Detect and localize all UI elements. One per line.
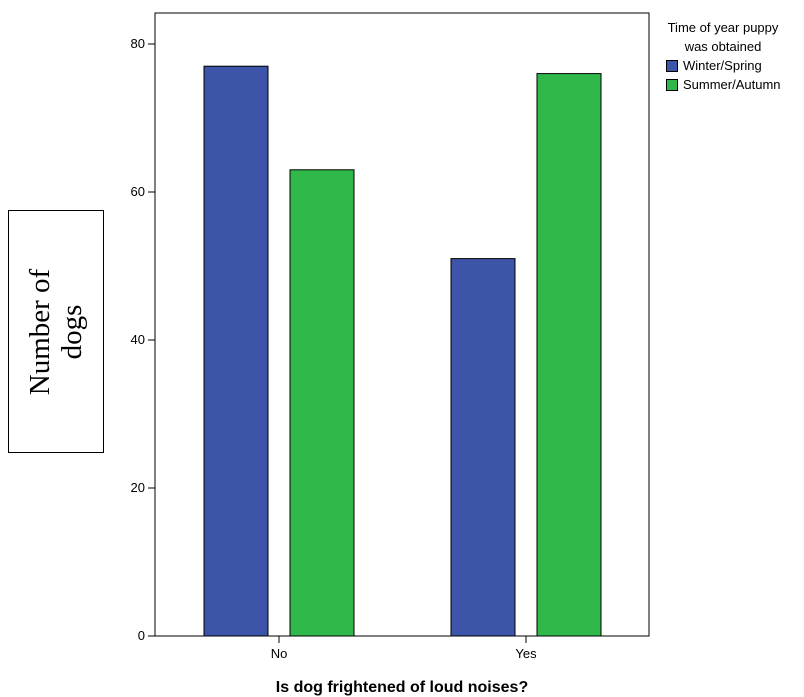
bar-summer-autumn-no <box>289 169 355 637</box>
bar-summer-autumn-yes <box>536 73 602 637</box>
x-tick-label-yes: Yes <box>515 646 537 661</box>
bars-group <box>203 65 602 637</box>
y-tick-label-20: 20 <box>131 480 145 495</box>
y-tick-label-80: 80 <box>131 36 145 51</box>
x-axis: No Yes <box>271 636 537 661</box>
legend-label-winter-spring: Winter/Spring <box>683 58 762 73</box>
bar-winter-spring-no <box>203 65 269 637</box>
y-axis-title-line-2: dogs <box>56 304 88 359</box>
legend-title-line-1: Time of year puppy <box>667 20 779 35</box>
y-tick-label-0: 0 <box>138 628 145 643</box>
y-tick-label-60: 60 <box>131 184 145 199</box>
legend-swatch-winter-spring <box>666 59 678 72</box>
y-axis-title: Number of dogs <box>24 268 88 394</box>
legend: Time of year puppy was obtained Winter/S… <box>644 18 802 94</box>
y-axis: 0 20 40 60 80 <box>131 36 155 643</box>
y-tick-label-40: 40 <box>131 332 145 347</box>
legend-title: Time of year puppy was obtained <box>644 18 802 56</box>
x-tick-label-no: No <box>271 646 288 661</box>
legend-title-line-2: was obtained <box>684 39 762 54</box>
plot-area-frame <box>154 12 650 637</box>
y-axis-title-box: Number of dogs <box>8 210 104 453</box>
legend-swatch-summer-autumn <box>666 78 678 91</box>
legend-item-winter-spring: Winter/Spring <box>666 56 802 75</box>
x-axis-title: Is dog frightened of loud noises? <box>276 679 528 696</box>
legend-item-summer-autumn: Summer/Autumn <box>666 75 802 94</box>
y-axis-title-line-1: Number of <box>24 268 56 395</box>
legend-label-summer-autumn: Summer/Autumn <box>683 77 781 92</box>
bar-winter-spring-yes <box>450 258 516 637</box>
